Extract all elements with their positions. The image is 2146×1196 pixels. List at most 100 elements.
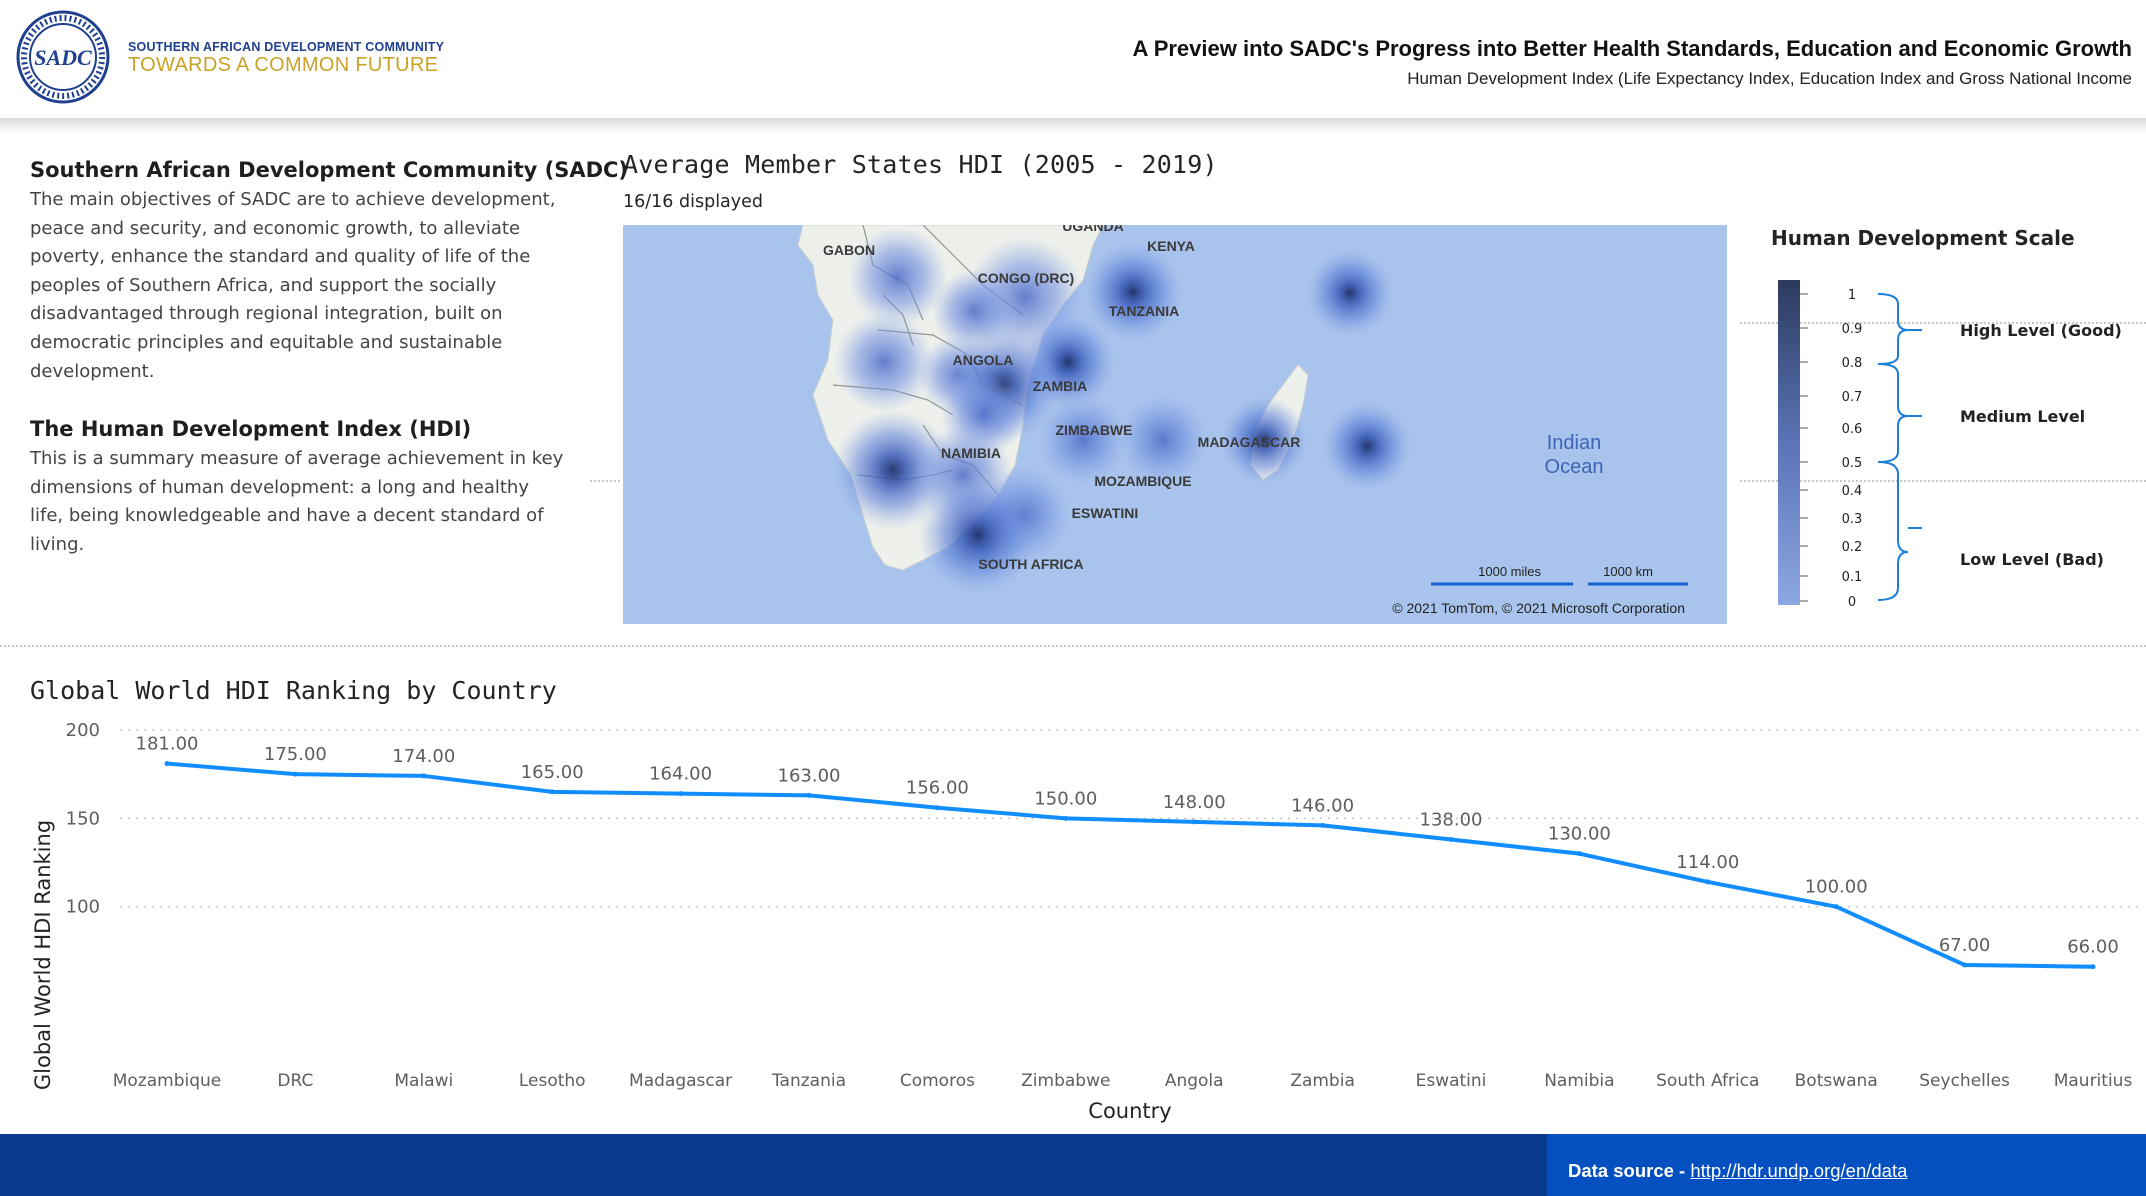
org-tagline: TOWARDS A COMMON FUTURE bbox=[128, 54, 439, 76]
chart-title: Global World HDI Ranking by Country bbox=[30, 676, 557, 705]
x-tick-label: South Africa bbox=[1656, 1071, 1759, 1091]
data-label: 138.00 bbox=[1420, 810, 1483, 831]
hdi-ranking-line-chart[interactable]: 100 150 200 Mozambique DRC Malawi Lesotho Mada… bbox=[0, 710, 2146, 1130]
x-tick-label: DRC bbox=[277, 1071, 313, 1091]
data-label: 164.00 bbox=[649, 764, 712, 785]
map-label-kenya: KENYA bbox=[1147, 238, 1195, 254]
sadc-logo: SADC bbox=[16, 10, 110, 104]
data-point bbox=[1962, 962, 1968, 968]
data-point bbox=[549, 789, 555, 795]
map-label-south-africa: SOUTH AFRICA bbox=[978, 556, 1083, 572]
map-label-namibia: NAMIBIA bbox=[941, 445, 1001, 461]
scale-tick-label: 0 bbox=[1848, 595, 1856, 610]
scale-tick-label: 0.1 bbox=[1842, 570, 1863, 585]
y-tick-label: 200 bbox=[66, 720, 100, 741]
data-point bbox=[1063, 815, 1069, 821]
data-label: 174.00 bbox=[392, 746, 455, 767]
scale-tick-label: 1 bbox=[1848, 288, 1856, 303]
ocean-label-2: Ocean bbox=[1545, 456, 1604, 478]
scale-high-label: High Level (Good) bbox=[1960, 321, 2122, 340]
y-axis-title: Global World HDI Ranking bbox=[31, 820, 55, 1090]
data-label: 181.00 bbox=[136, 734, 199, 755]
data-point bbox=[1576, 851, 1582, 857]
data-point bbox=[1448, 837, 1454, 843]
scale-medium-label: Medium Level bbox=[1960, 407, 2085, 426]
data-point bbox=[1833, 904, 1839, 910]
data-point bbox=[1320, 822, 1326, 828]
map-label-drc: CONGO (DRC) bbox=[978, 270, 1074, 286]
footer-source-panel bbox=[1547, 1134, 2146, 1196]
x-tick-label: Botswana bbox=[1795, 1071, 1878, 1091]
map-label-gabon: GABON bbox=[823, 242, 875, 258]
x-tick-label: Seychelles bbox=[1919, 1071, 2010, 1091]
data-point bbox=[934, 805, 940, 811]
divider-dots bbox=[1740, 322, 2146, 324]
scale-tick-label: 0.8 bbox=[1842, 356, 1863, 371]
logo-text: SADC bbox=[34, 45, 92, 70]
x-tick-label: Lesotho bbox=[519, 1071, 586, 1091]
scale-low-label: Low Level (Bad) bbox=[1960, 550, 2104, 569]
section-divider bbox=[0, 645, 2146, 647]
data-source: Data source - http://hdr.undp.org/en/dat… bbox=[1568, 1160, 1907, 1182]
map-label-mozambique: MOZAMBIQUE bbox=[1094, 473, 1191, 489]
data-point bbox=[292, 771, 298, 777]
map-title: Average Member States HDI (2005 - 2019) bbox=[623, 150, 1218, 179]
data-label: 67.00 bbox=[1939, 935, 1991, 956]
data-label: 114.00 bbox=[1676, 852, 1739, 873]
scale-tick-label: 0.6 bbox=[1842, 422, 1863, 437]
y-tick-label: 150 bbox=[66, 808, 100, 829]
map-labels: UGANDA GABON KENYA CONGO (DRC) TANZANIA … bbox=[823, 225, 1300, 572]
map-label-tanzania: TANZANIA bbox=[1109, 303, 1180, 319]
hdi-heading: The Human Development Index (HDI) bbox=[30, 417, 472, 441]
x-axis-title: Country bbox=[1088, 1099, 1171, 1123]
hdi-scale-legend: 1 0.9 0.8 0.7 0.6 0.5 0.4 0.3 0.2 0.1 0 High Level… bbox=[1778, 280, 2122, 610]
page-title: A Preview into SADC's Progress into Bett… bbox=[1132, 36, 2132, 61]
svg-text:1000 miles: 1000 miles bbox=[1478, 564, 1541, 579]
data-source-link[interactable]: http://hdr.undp.org/en/data bbox=[1690, 1160, 1908, 1181]
scale-tick-label: 0.3 bbox=[1842, 512, 1863, 527]
heat-map[interactable]: UGANDA GABON KENYA CONGO (DRC) TANZANIA … bbox=[623, 225, 1727, 624]
x-tick-label: Mozambique bbox=[113, 1071, 222, 1091]
svg-text:1000 km: 1000 km bbox=[1603, 564, 1653, 579]
heat-layer bbox=[833, 227, 1412, 595]
data-label: 146.00 bbox=[1291, 795, 1354, 816]
org-name: SOUTHERN AFRICAN DEVELOPMENT COMMUNITY bbox=[128, 40, 445, 54]
data-point bbox=[421, 773, 427, 779]
scale-tick-label: 0.9 bbox=[1842, 322, 1863, 337]
x-tick-label: Namibia bbox=[1544, 1071, 1614, 1091]
data-label: 165.00 bbox=[521, 762, 584, 783]
x-tick-label: Eswatini bbox=[1416, 1071, 1487, 1091]
data-point bbox=[2090, 964, 2096, 970]
map-label-zambia: ZAMBIA bbox=[1033, 378, 1087, 394]
page-subtitle: Human Development Index (Life Expectancy… bbox=[1407, 69, 2132, 88]
ranking-series-line bbox=[166, 761, 2094, 969]
hdi-description: This is a summary measure of average ach… bbox=[30, 448, 564, 555]
x-tick-label: Comoros bbox=[900, 1071, 975, 1091]
map-canvas[interactable]: UGANDA GABON KENYA CONGO (DRC) TANZANIA … bbox=[623, 225, 1727, 624]
scale-gradient-bar bbox=[1778, 280, 1800, 605]
y-tick-label: 100 bbox=[66, 897, 100, 918]
scale-tick-label: 0.2 bbox=[1842, 540, 1863, 555]
sadc-description: The main objectives of SADC are to achie… bbox=[30, 189, 556, 382]
header-shadow bbox=[0, 118, 2146, 134]
data-point bbox=[1191, 819, 1197, 825]
data-label: 66.00 bbox=[2067, 937, 2119, 958]
scale-tick-label: 0.7 bbox=[1842, 390, 1863, 405]
map-scale-bar: 1000 miles 1000 km bbox=[1431, 564, 1688, 586]
map-label-zimbabwe: ZIMBABWE bbox=[1056, 422, 1133, 438]
data-point bbox=[1705, 879, 1711, 885]
map-label-madagascar: MADAGASCAR bbox=[1198, 434, 1301, 450]
data-point bbox=[678, 791, 684, 797]
map-copyright: © 2021 TomTom, © 2021 Microsoft Corporat… bbox=[1392, 600, 1685, 616]
data-point bbox=[164, 761, 170, 767]
data-source-label: Data source - bbox=[1568, 1160, 1691, 1181]
data-label: 156.00 bbox=[906, 778, 969, 799]
data-label: 148.00 bbox=[1163, 792, 1226, 813]
divider-dots bbox=[1740, 480, 2146, 482]
scale-tick-label: 0.5 bbox=[1842, 456, 1863, 471]
sadc-heading: Southern African Development Community (… bbox=[30, 158, 629, 182]
x-tick-label: Madagascar bbox=[629, 1071, 732, 1091]
x-tick-label: Angola bbox=[1165, 1071, 1224, 1091]
data-label: 163.00 bbox=[778, 765, 841, 786]
scale-tick-label: 0.4 bbox=[1842, 484, 1863, 499]
